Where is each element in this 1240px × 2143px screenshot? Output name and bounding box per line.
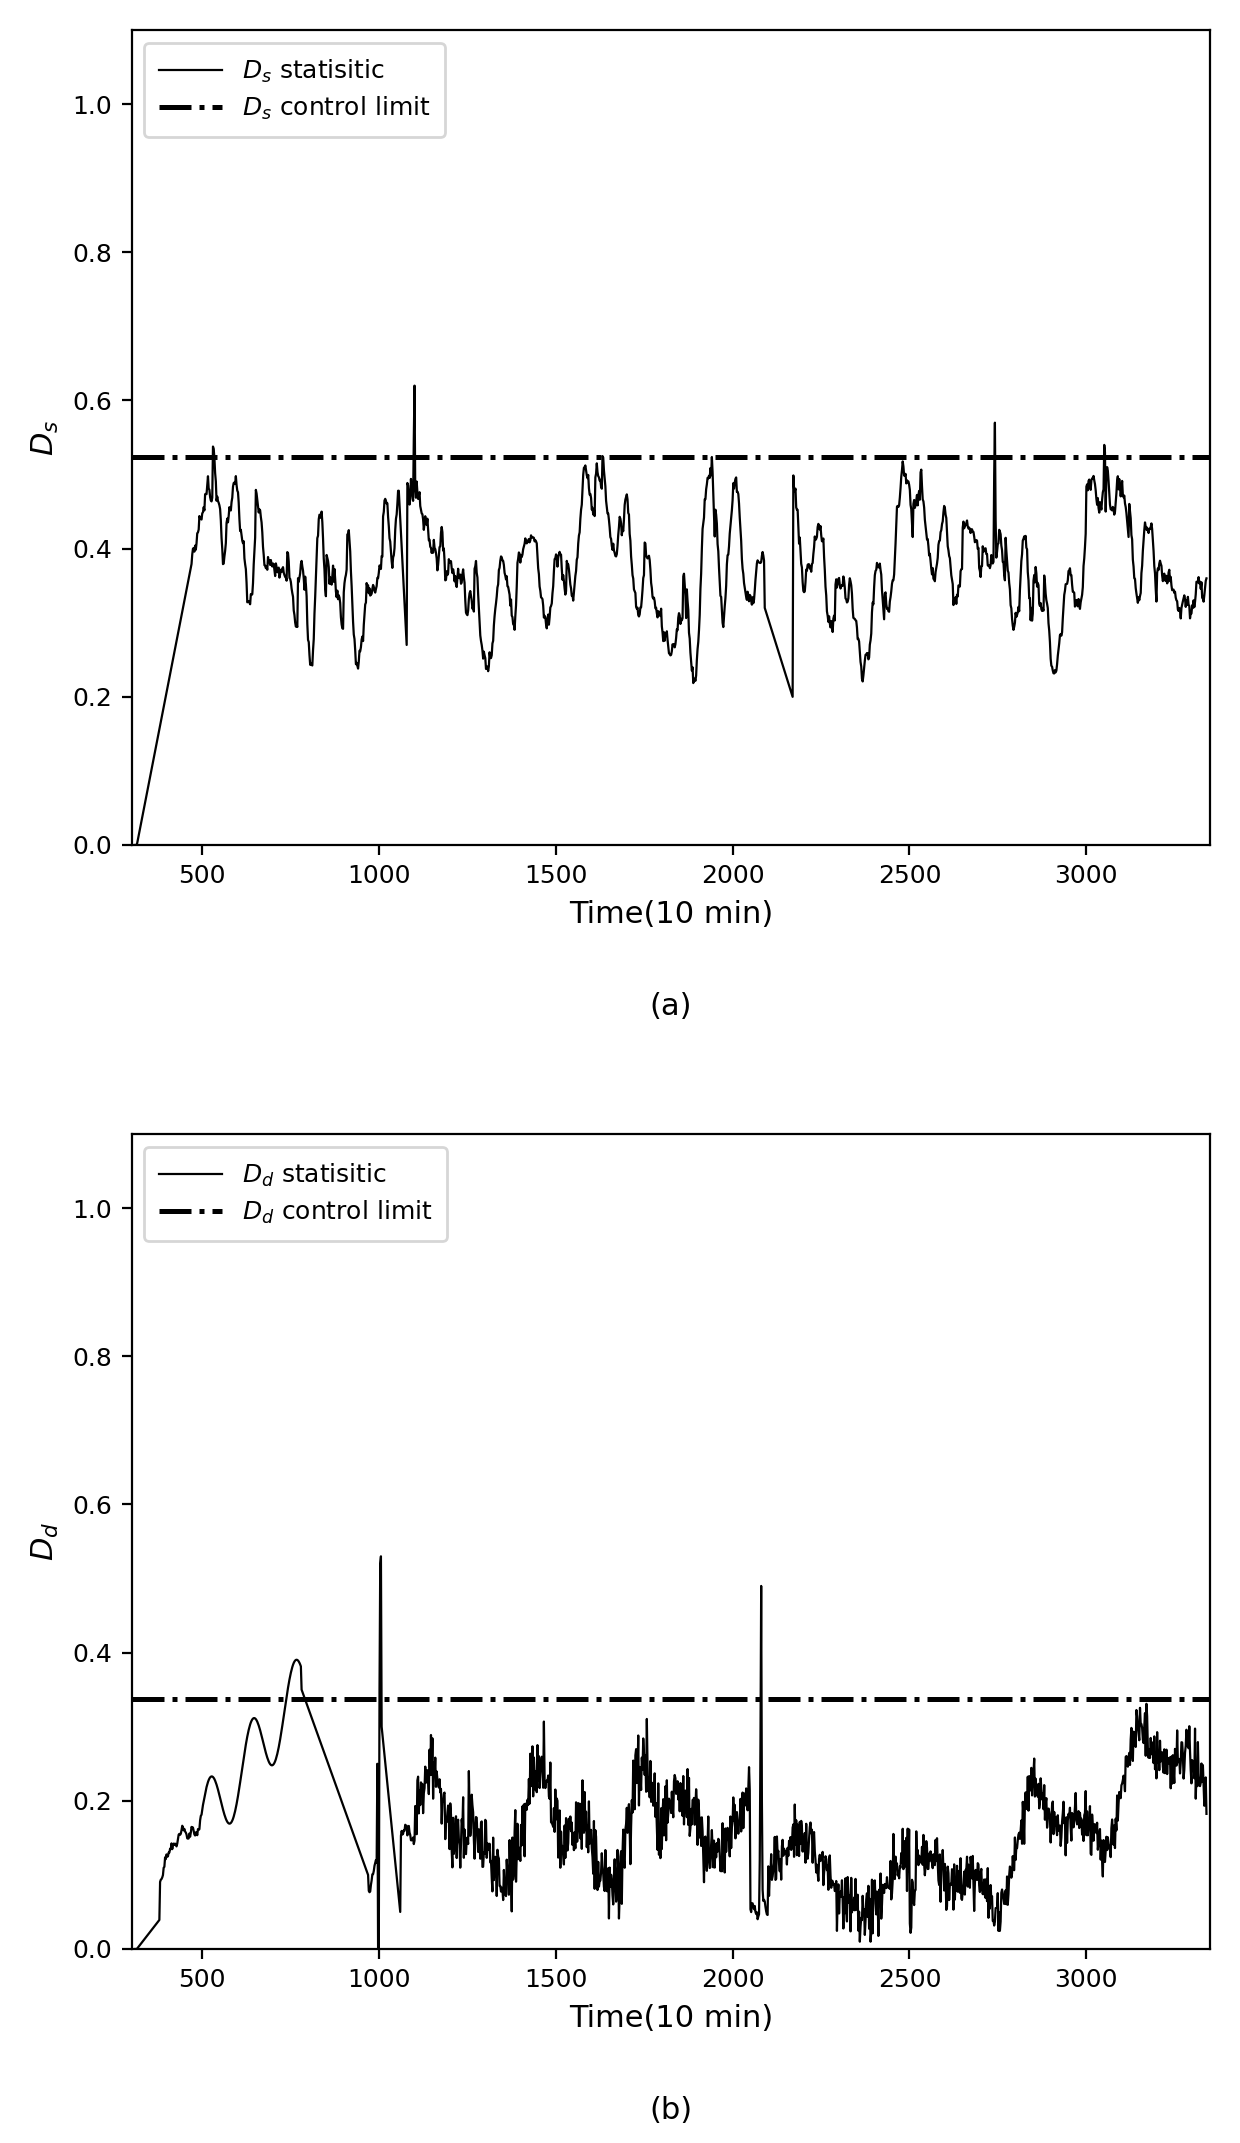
Line: $D_d$ statisitic: $D_d$ statisitic [135,1556,1207,1948]
Y-axis label: $D_d$: $D_d$ [30,1522,61,1560]
Y-axis label: $D_s$: $D_s$ [30,420,61,456]
Line: $D_s$ statisitic: $D_s$ statisitic [135,386,1207,844]
$D_d$ control limit [19,1687,33,1712]
X-axis label: Time(10 min): Time(10 min) [569,2004,773,2032]
$D_s$ control limit [19,444,33,469]
X-axis label: Time(10 min): Time(10 min) [569,900,773,928]
$D_d$ statisitic [583,1824,598,1849]
$D_d$ statisitic [254,1723,269,1749]
$D_s$ statisitic [254,510,269,536]
$D_s$ statisitic [738,579,753,604]
$D_s$ statisitic [128,831,143,857]
$D_s$ statisitic [211,489,226,514]
Text: (b): (b) [650,2096,692,2124]
$D_d$ control limit [19,1687,33,1712]
$D_d$ statisitic [211,1777,226,1802]
$D_s$ statisitic [407,373,422,399]
Legend: $D_d$ statisitic, $D_d$ control limit: $D_d$ statisitic, $D_d$ control limit [144,1147,446,1241]
$D_d$ statisitic [128,1935,143,1961]
$D_d$ statisitic [738,1792,753,1817]
$D_d$ statisitic [373,1543,388,1569]
$D_s$ statisitic [1199,566,1214,591]
Legend: $D_s$ statisitic, $D_s$ control limit: $D_s$ statisitic, $D_s$ control limit [144,43,445,137]
$D_s$ statisitic [583,482,598,508]
$D_d$ statisitic [625,1787,640,1813]
$D_d$ statisitic [605,1882,620,1907]
$D_s$ control limit [19,444,33,469]
$D_s$ statisitic [605,538,620,564]
Text: (a): (a) [650,992,692,1020]
$D_s$ statisitic [625,553,640,579]
$D_d$ statisitic [1199,1800,1214,1826]
